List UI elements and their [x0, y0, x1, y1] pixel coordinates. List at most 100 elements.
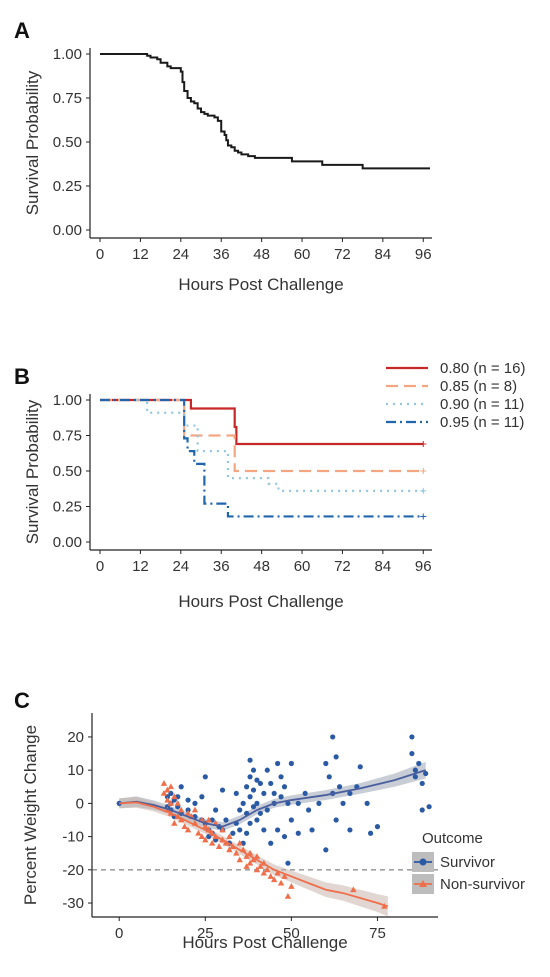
- data-point: [254, 817, 260, 823]
- data-point: [167, 783, 175, 790]
- data-point: [364, 800, 370, 806]
- data-point: [174, 799, 181, 806]
- x-tick-label: 96: [415, 558, 432, 575]
- data-point: [250, 787, 257, 793]
- data-point: [257, 810, 263, 816]
- y-tick-label: 0.00: [53, 534, 82, 551]
- data-point: [254, 777, 260, 783]
- data-point: [236, 839, 243, 846]
- legend-marker: [419, 858, 427, 866]
- data-point: [246, 859, 254, 866]
- data-point: [160, 790, 168, 796]
- data-point: [412, 767, 418, 773]
- data-point: [244, 784, 250, 790]
- data-point: [264, 767, 270, 773]
- y-tick-label: -30: [62, 895, 84, 912]
- y-axis-title: Survival Probability: [23, 399, 42, 544]
- data-point: [278, 774, 284, 780]
- data-point: [177, 816, 185, 823]
- data-point: [192, 800, 198, 806]
- x-tick-label: 72: [334, 558, 351, 575]
- data-point: [237, 807, 243, 813]
- data-point: [236, 856, 243, 863]
- x-tick-label: 48: [253, 558, 270, 575]
- legend-label: Non-survivor: [440, 876, 525, 893]
- data-point: [278, 794, 284, 800]
- data-point: [409, 734, 415, 740]
- data-point: [323, 760, 329, 767]
- y-tick-label: -20: [62, 862, 84, 879]
- data-point: [171, 819, 178, 826]
- data-point: [309, 827, 315, 833]
- y-tick-label: 0.75: [53, 90, 82, 107]
- x-tick-label: 36: [213, 246, 230, 263]
- data-point: [340, 800, 346, 806]
- x-tick-label: 0: [96, 246, 104, 263]
- survival-curve: [100, 53, 430, 170]
- y-tick-label: 0.50: [53, 463, 82, 480]
- data-point: [288, 817, 294, 823]
- data-point: [202, 774, 208, 780]
- y-tick-label: 0.25: [53, 499, 82, 516]
- censor-mark: [420, 441, 427, 448]
- x-tick-label: 96: [415, 246, 432, 263]
- data-point: [357, 764, 363, 770]
- data-point: [254, 800, 260, 806]
- data-point: [281, 873, 288, 879]
- smooth-line: [119, 769, 426, 828]
- data-point: [181, 823, 188, 830]
- data-point: [347, 827, 353, 833]
- y-tick-label: 1.00: [53, 46, 82, 63]
- y-tick-label: 20: [67, 729, 84, 746]
- data-point: [270, 876, 278, 883]
- data-point: [295, 800, 301, 806]
- panel-b-legend: 0.80 (n = 16)0.85 (n = 8)0.90 (n = 11)0.…: [386, 360, 525, 431]
- y-tick-label: 10: [67, 762, 84, 779]
- data-point: [281, 833, 288, 840]
- data-point: [164, 796, 171, 803]
- data-point: [285, 860, 291, 866]
- x-tick-label: 12: [132, 246, 149, 263]
- data-point: [237, 827, 243, 833]
- data-point: [247, 774, 253, 780]
- legend-label: 0.80 (n = 16): [440, 360, 525, 377]
- data-point: [184, 809, 192, 816]
- data-point: [281, 784, 288, 790]
- data-point: [316, 800, 322, 806]
- x-axis-title: Hours Post Challenge: [178, 592, 343, 611]
- x-tick-label: 50: [283, 925, 300, 942]
- data-point: [219, 826, 226, 833]
- data-point: [267, 873, 274, 879]
- x-tick-label: 24: [172, 558, 189, 575]
- data-point: [275, 827, 281, 833]
- data-point: [305, 807, 312, 813]
- x-tick-label: 24: [172, 246, 189, 263]
- panel-b-plot: 0.00 0.25 0.50 0.75 1.00 0 12 24 36 48 60 72 84 96 Hou…: [23, 392, 432, 611]
- data-point: [247, 757, 253, 763]
- x-tick-label: 60: [294, 558, 311, 575]
- data-point: [350, 886, 357, 893]
- y-tick-label: 0.25: [53, 178, 82, 195]
- data-point: [167, 799, 175, 806]
- data-point: [164, 786, 171, 793]
- x-tick-label: 75: [369, 925, 386, 942]
- data-point: [409, 750, 415, 757]
- x-tick-label: 12: [132, 558, 149, 575]
- data-point: [374, 824, 381, 830]
- x-tick-label: 25: [197, 925, 214, 942]
- survival-curve: [100, 398, 424, 446]
- data-point: [295, 830, 301, 836]
- data-point: [260, 869, 268, 876]
- data-point: [223, 817, 229, 823]
- data-point: [264, 866, 271, 873]
- censor-mark: [420, 468, 427, 474]
- legend-label: 0.85 (n = 8): [440, 378, 517, 395]
- y-tick-label: 1.00: [53, 392, 82, 409]
- data-point: [199, 794, 205, 800]
- data-point: [230, 830, 236, 836]
- data-point: [243, 853, 250, 859]
- y-tick-label: 0.75: [53, 428, 82, 445]
- data-point: [250, 804, 257, 810]
- data-point: [288, 883, 295, 889]
- survival-curve: [100, 398, 424, 518]
